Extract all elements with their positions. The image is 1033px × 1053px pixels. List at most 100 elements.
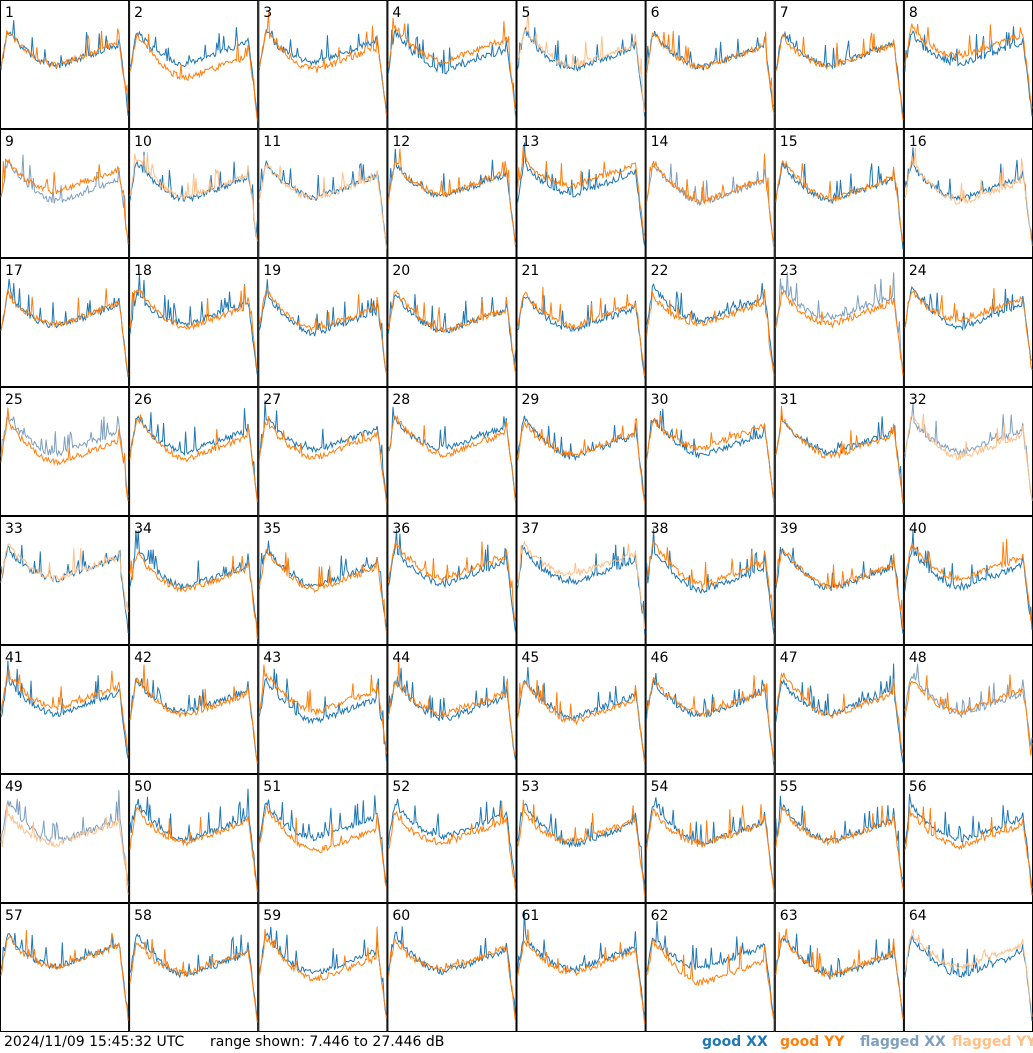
panel-58: 58	[129, 903, 259, 1032]
panel-label: 63	[780, 908, 798, 924]
panel-label: 18	[134, 263, 152, 279]
panel-label: 10	[134, 134, 152, 150]
series-yy-line	[517, 540, 646, 629]
series-yy-line	[904, 538, 1033, 622]
series-yy-line	[904, 288, 1033, 371]
panel-frame	[387, 258, 517, 387]
panel-label: 35	[263, 521, 281, 537]
panel-frame	[774, 516, 904, 645]
series-xx-line	[646, 797, 775, 890]
panel-label: 3	[263, 5, 272, 21]
panel-12: 12	[387, 129, 517, 258]
series-xx-line	[517, 295, 646, 379]
panel-label: 1	[5, 5, 14, 21]
series-yy-line	[129, 33, 258, 121]
series-yy-line	[129, 551, 258, 640]
panel-59: 59	[258, 903, 388, 1032]
panel-label: 21	[522, 263, 540, 279]
series-xx-line	[0, 932, 129, 1014]
panel-label: 8	[909, 5, 918, 21]
series-yy-line	[0, 407, 129, 502]
panel-frame	[258, 645, 388, 774]
panel-label: 44	[392, 650, 410, 666]
series-yy-line	[0, 803, 129, 895]
legend-flagged-xx: flagged XX	[860, 1034, 946, 1050]
panel-40: 40	[903, 516, 1033, 645]
panel-frame	[129, 903, 259, 1032]
panel-3: 3	[258, 0, 388, 129]
series-xx-line	[775, 663, 904, 763]
series-xx-line	[517, 415, 646, 499]
series-xx-line	[517, 27, 646, 117]
panel-frame	[129, 774, 259, 903]
panel-label: 40	[909, 521, 927, 537]
panel-55: 55	[774, 774, 904, 903]
panel-frame	[0, 903, 130, 1032]
panel-frame	[129, 129, 259, 258]
timestamp: 2024/11/09 15:45:32 UTC	[4, 1034, 185, 1050]
panel-label: 9	[5, 134, 14, 150]
panel-frame	[645, 645, 775, 774]
panel-frame	[774, 774, 904, 903]
panel-label: 43	[263, 650, 281, 666]
series-yy-line	[775, 805, 904, 889]
panel-24: 24	[903, 258, 1033, 387]
panel-label: 37	[522, 521, 540, 537]
series-xx-line	[904, 26, 1033, 117]
panel-label: 42	[134, 650, 152, 666]
panel-label: 16	[909, 134, 927, 150]
panel-label: 11	[263, 134, 281, 150]
panel-27: 27	[258, 387, 388, 516]
series-yy-line	[646, 415, 775, 501]
series-yy-line	[258, 548, 387, 633]
series-yy-line	[775, 549, 904, 630]
series-yy-line	[775, 285, 904, 376]
series-yy-line	[904, 23, 1033, 109]
panel-label: 28	[392, 392, 410, 408]
series-yy-line	[258, 926, 387, 1018]
series-yy-line	[646, 30, 775, 114]
panel-label: 33	[5, 521, 23, 537]
panel-label: 36	[392, 521, 410, 537]
panel-20: 20	[387, 258, 517, 387]
panel-frame	[516, 903, 646, 1032]
range-label: range shown: 7.446 to 27.446 dB	[210, 1034, 445, 1050]
panel-61: 61	[516, 903, 646, 1032]
series-xx-line	[775, 161, 904, 249]
panel-57: 57	[0, 903, 130, 1032]
panel-label: 51	[263, 779, 281, 795]
panel-label: 20	[392, 263, 410, 279]
series-yy-line	[258, 163, 387, 249]
panel-36: 36	[387, 516, 517, 645]
panel-frame	[903, 774, 1033, 903]
series-yy-line	[0, 28, 129, 111]
panel-11: 11	[258, 129, 388, 258]
panel-51: 51	[258, 774, 388, 903]
panel-label: 5	[522, 5, 531, 21]
panel-63: 63	[774, 903, 904, 1032]
panel-13: 13	[516, 129, 646, 258]
panel-frame	[0, 387, 130, 516]
series-yy-line	[517, 417, 646, 503]
panel-44: 44	[387, 645, 517, 774]
panel-label: 48	[909, 650, 927, 666]
panel-30: 30	[645, 387, 775, 516]
series-yy-line	[904, 674, 1033, 756]
panel-56: 56	[903, 774, 1033, 903]
panel-frame	[129, 0, 259, 129]
series-xx-line	[646, 282, 775, 367]
panel-1: 1	[0, 0, 130, 129]
series-yy-line	[258, 664, 387, 754]
panel-31: 31	[774, 387, 904, 516]
series-xx-line	[129, 788, 258, 888]
panel-19: 19	[258, 258, 388, 387]
panel-frame	[645, 129, 775, 258]
series-xx-line	[904, 530, 1033, 630]
panel-frame	[387, 0, 517, 129]
panel-frame	[258, 258, 388, 387]
series-xx-line	[258, 926, 387, 1018]
series-yy-line	[258, 12, 387, 115]
series-yy-line	[517, 12, 646, 113]
series-yy-line	[775, 405, 904, 503]
series-yy-line	[646, 153, 775, 244]
